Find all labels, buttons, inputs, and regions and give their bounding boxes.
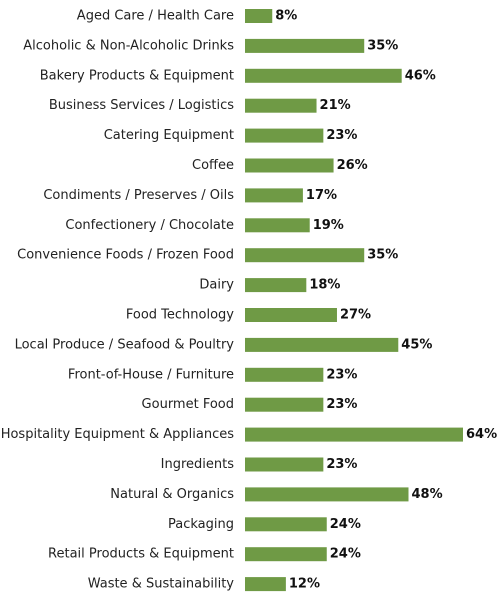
category-label: Coffee [192,158,234,173]
value-label: 12% [289,577,320,592]
category-label: Aged Care / Health Care [77,9,234,24]
bar [245,367,324,382]
bar [245,337,399,352]
bar [245,487,409,502]
value-label: 8% [275,9,297,24]
bar [245,308,337,322]
value-label: 24% [330,547,361,562]
bar [245,457,324,472]
bar [245,218,310,233]
category-label: Retail Products & Equipment [48,547,234,562]
bar [245,9,273,23]
value-label: 46% [405,68,436,83]
value-label: 48% [412,487,443,502]
value-label: 23% [326,397,357,412]
bar [245,577,286,592]
category-label: Local Produce / Seafood & Poultry [15,337,235,352]
bar [245,188,303,203]
value-label: 26% [337,158,368,173]
value-label: 23% [326,367,357,382]
value-label: 23% [326,457,357,472]
value-label: 21% [320,98,351,113]
value-label: 24% [330,517,361,532]
category-label: Packaging [168,517,234,532]
bar [245,158,334,173]
value-label: 35% [367,248,398,263]
category-label: Dairy [199,278,234,293]
category-label: Condiments / Preserves / Oils [43,188,234,203]
category-label: Confectionery / Chocolate [65,218,234,233]
category-label: Ingredients [161,457,235,472]
value-label: 64% [466,427,497,442]
bar [245,278,307,293]
value-label: 35% [367,38,398,53]
category-label: Convenience Foods / Frozen Food [17,248,234,263]
bar [245,38,365,53]
value-label: 18% [309,278,340,293]
bar [245,128,324,143]
value-label: 17% [306,188,337,203]
category-label: Hospitality Equipment & Appliances [1,427,235,442]
bar [245,397,324,412]
value-label: 23% [326,128,357,143]
bar [245,517,327,532]
category-label: Food Technology [126,308,234,323]
category-label: Natural & Organics [110,487,234,502]
category-label: Gourmet Food [142,397,234,412]
bar [245,547,327,562]
bar [245,427,463,442]
category-label: Front-of-House / Furniture [68,367,234,382]
value-label: 45% [401,337,432,352]
value-label: 27% [340,308,371,323]
category-label: Bakery Products & Equipment [40,68,234,83]
value-label: 19% [313,218,344,233]
category-label: Catering Equipment [104,128,234,143]
bar [245,68,402,83]
category-label: Alcoholic & Non-Alcoholic Drinks [23,38,234,53]
category-label: Business Services / Logistics [49,98,234,113]
bar [245,248,365,263]
category-label: Waste & Sustainability [88,577,235,592]
bar [245,98,317,113]
